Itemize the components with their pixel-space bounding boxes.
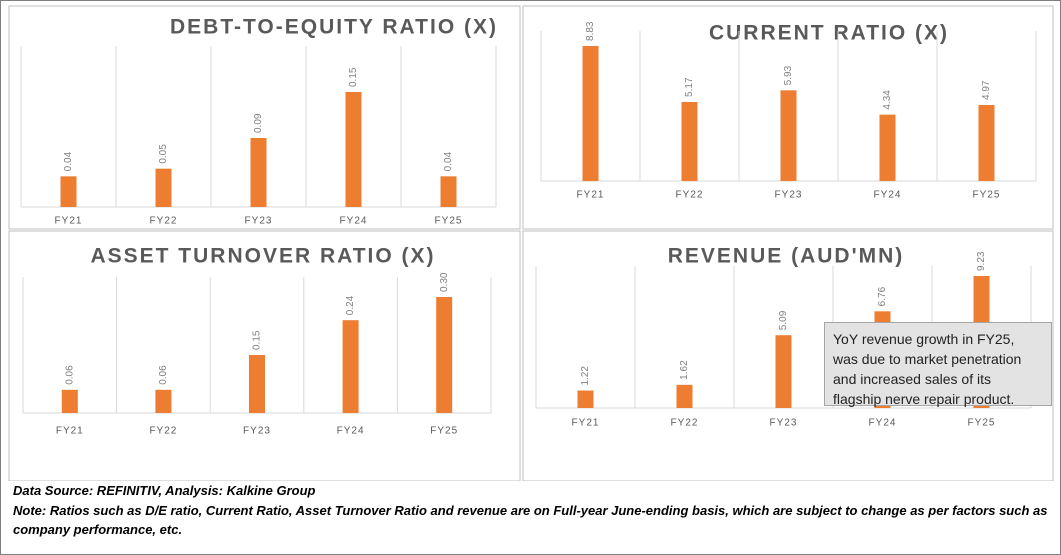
x-tick-label: FY22 (150, 216, 178, 227)
x-tick-label: FY24 (869, 418, 897, 429)
bar (681, 101, 698, 181)
panel (522, 5, 1054, 230)
chart-title: REVENUE (AUD'MN) (668, 245, 905, 268)
footer: Data Source: REFINITIV, Analysis: Kalkin… (13, 481, 1053, 540)
bar (436, 297, 453, 413)
value-label: 1.22 (580, 366, 591, 386)
value-label: 4.97 (981, 80, 992, 100)
bar (780, 90, 797, 181)
x-tick-label: FY23 (770, 418, 798, 429)
x-tick-label: FY25 (430, 426, 458, 437)
panel (522, 230, 1054, 481)
x-tick-label: FY21 (577, 190, 605, 201)
x-tick-label: FY21 (572, 418, 600, 429)
value-label: 8.83 (585, 21, 596, 41)
charts: DEBT-TO-EQUITY RATIO (X) 0.04 FY21 0.05 FY22… (8, 5, 1054, 481)
value-label: 6.76 (877, 286, 888, 306)
value-label: 9.23 (976, 251, 987, 271)
x-tick-label: FY21 (55, 216, 83, 227)
bar (879, 114, 896, 181)
x-tick-label: FY24 (340, 216, 368, 227)
bar (978, 105, 995, 181)
value-label: 1.62 (679, 360, 690, 380)
x-tick-label: FY22 (676, 190, 704, 201)
x-tick-label: FY23 (243, 426, 271, 437)
value-label: 0.15 (252, 330, 263, 350)
value-label: 0.06 (64, 365, 75, 385)
value-label: 5.09 (778, 310, 789, 330)
bar (345, 92, 362, 207)
x-tick-label: FY21 (56, 426, 84, 437)
x-tick-label: FY25 (435, 216, 463, 227)
x-tick-label: FY23 (245, 216, 273, 227)
value-label: 0.04 (63, 151, 74, 171)
chart-title: DEBT-TO-EQUITY RATIO (X) (170, 16, 498, 39)
value-label: 0.30 (439, 272, 450, 292)
x-tick-label: FY24 (337, 426, 365, 437)
panel (8, 230, 521, 481)
value-label: 5.93 (783, 65, 794, 85)
bar (582, 46, 599, 181)
annotation: YoY revenue growth in FY25, was due to m… (824, 322, 1052, 407)
panel (8, 5, 521, 230)
x-tick-label: FY22 (149, 426, 177, 437)
bar (577, 390, 594, 408)
bar (342, 320, 359, 413)
bar (61, 389, 78, 413)
chart-title: CURRENT RATIO (X) (709, 22, 949, 45)
x-tick-label: FY22 (671, 418, 699, 429)
value-label: 0.05 (158, 144, 169, 164)
value-label: 0.04 (443, 151, 454, 171)
bar (249, 355, 265, 413)
source: Data Source: REFINITIV, Analysis: Kalkin… (13, 483, 316, 498)
value-label: 0.09 (253, 113, 264, 133)
note: Note: Ratios such as D/E ratio, Current … (13, 502, 1048, 538)
x-tick-label: FY25 (968, 418, 996, 429)
bar (60, 176, 77, 207)
chart-title: ASSET TURNOVER RATIO (X) (90, 245, 435, 268)
value-label: 5.17 (684, 77, 695, 97)
x-tick-label: FY24 (874, 190, 902, 201)
bar (440, 176, 457, 207)
bar (250, 138, 267, 207)
bar (775, 335, 792, 408)
value-label: 0.24 (345, 295, 356, 315)
value-label: 4.34 (882, 90, 893, 110)
bar (155, 389, 172, 413)
x-tick-label: FY25 (973, 190, 1001, 201)
value-label: 0.06 (158, 365, 169, 385)
value-label: 0.15 (348, 67, 359, 87)
x-tick-label: FY23 (775, 190, 803, 201)
bar (155, 168, 172, 207)
bar (676, 384, 693, 408)
